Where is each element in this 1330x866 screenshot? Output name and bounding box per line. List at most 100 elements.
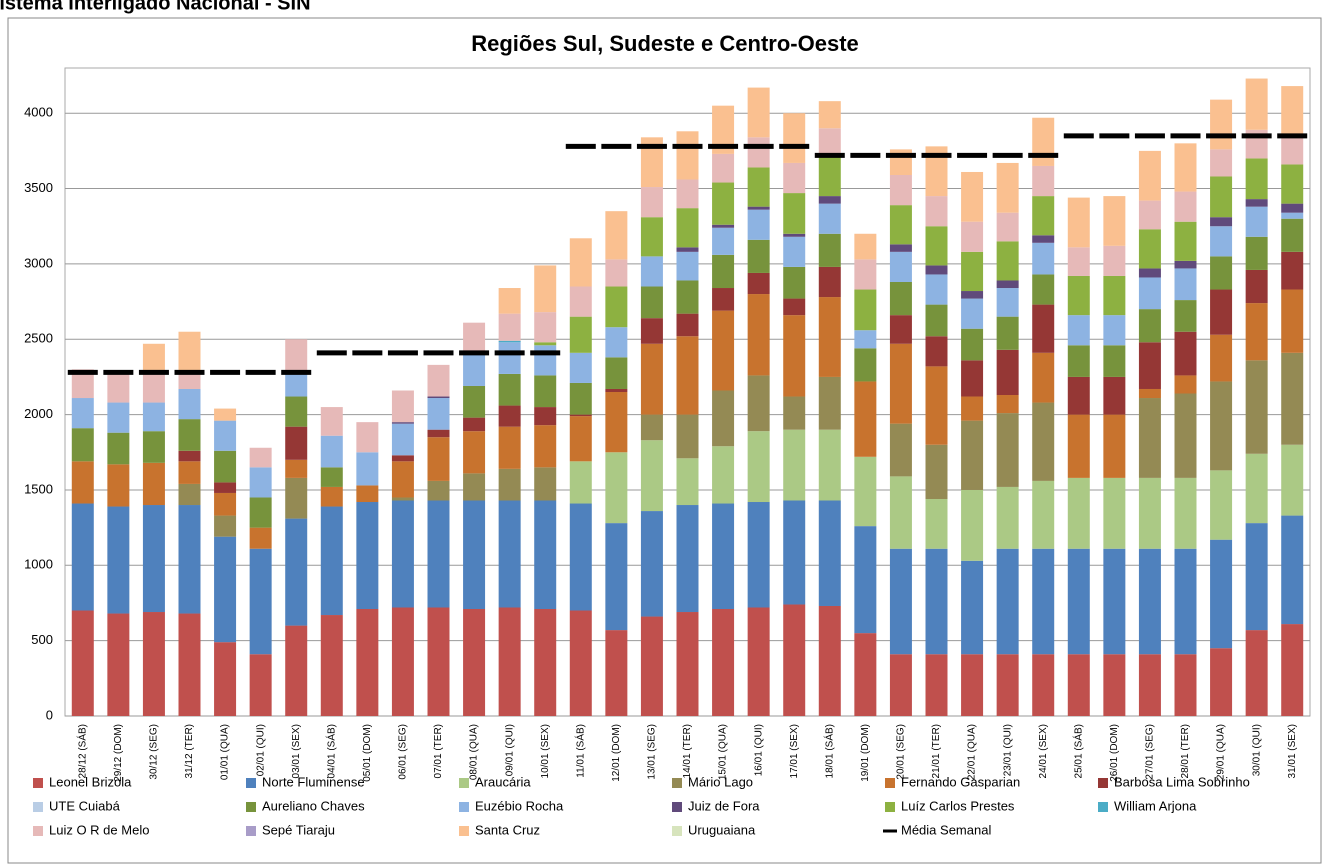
bar-segment xyxy=(71,369,94,399)
legend-label: Luíz Carlos Prestes xyxy=(901,798,1015,813)
bar-segment xyxy=(961,251,984,292)
bar-segment xyxy=(1281,515,1304,625)
bar-segment xyxy=(1281,134,1304,165)
bar-segment xyxy=(676,208,699,248)
bar-segment xyxy=(1210,176,1233,218)
bar-segment xyxy=(463,322,486,353)
bar-segment xyxy=(640,414,663,441)
bar-segment xyxy=(142,372,165,403)
legend-label: Fernando Gasparian xyxy=(901,774,1020,789)
bar-segment xyxy=(320,615,343,716)
bar-segment xyxy=(783,193,806,234)
bar-segment xyxy=(889,174,912,206)
bar-segment xyxy=(747,209,770,240)
bar-segment xyxy=(1210,217,1233,227)
bar-segment xyxy=(676,414,699,459)
bar-segment xyxy=(961,360,984,397)
x-tick-label: 11/01 (SÁB) xyxy=(573,724,586,778)
bar-segment xyxy=(1138,398,1161,478)
bar-segment xyxy=(1281,86,1304,135)
bar-segment xyxy=(996,349,1019,396)
bar-segment xyxy=(818,297,841,377)
bar-segment xyxy=(996,280,1019,289)
bar-segment xyxy=(712,288,735,311)
bar-segment xyxy=(1138,477,1161,549)
bar-segment xyxy=(463,352,486,386)
x-tick-label: 19/01 (DOM) xyxy=(860,724,871,782)
legend-marker xyxy=(246,778,256,788)
bar-segment xyxy=(854,259,877,290)
bar-segment xyxy=(1067,477,1090,549)
bar-segment xyxy=(391,423,414,456)
bar-segment xyxy=(889,654,912,716)
bar-segment xyxy=(285,477,308,519)
bar-segment xyxy=(996,654,1019,716)
bar-segment xyxy=(391,455,414,462)
bar-segment xyxy=(1032,165,1055,197)
bar-segment xyxy=(996,241,1019,281)
x-tick-label: 04/01 (SÁB) xyxy=(324,724,337,778)
bar-segment xyxy=(71,461,94,504)
legend-marker xyxy=(1098,802,1108,812)
bar-segment xyxy=(747,239,770,273)
x-tick-label: 25/01 (SÁB) xyxy=(1071,724,1084,778)
bar-segment xyxy=(640,256,663,287)
bar-segment xyxy=(498,340,521,343)
bar-segment xyxy=(391,422,414,424)
bar-segment xyxy=(1032,480,1055,549)
bar-segment xyxy=(107,506,130,614)
bar-segment xyxy=(783,233,806,237)
bar-segment xyxy=(1103,275,1126,316)
bar-segment xyxy=(249,447,272,468)
bar-segment xyxy=(1067,654,1090,716)
bar-segment xyxy=(783,298,806,316)
bar-segment xyxy=(712,182,735,225)
bar-segment xyxy=(534,467,557,501)
bar-segment xyxy=(1210,226,1233,257)
bar-segment xyxy=(747,375,770,432)
bar-segment xyxy=(1174,548,1197,655)
bar-segment xyxy=(783,162,806,194)
bar-segment xyxy=(569,610,592,716)
bar-segment xyxy=(1210,539,1233,649)
bar-segment xyxy=(142,343,165,373)
bar-segment xyxy=(1067,315,1090,346)
bar-segment xyxy=(783,429,806,501)
bar-segment xyxy=(1067,376,1090,415)
bar-segment xyxy=(1032,274,1055,305)
bar-segment xyxy=(996,413,1019,487)
legend-marker xyxy=(33,778,43,788)
bar-segment xyxy=(1281,218,1304,252)
legend-label: Aureliano Chaves xyxy=(262,798,365,813)
bar-segment xyxy=(818,196,841,204)
bar-segment xyxy=(818,429,841,501)
bar-segment xyxy=(605,388,628,392)
bar-segment xyxy=(214,515,237,537)
bar-segment xyxy=(889,205,912,245)
bar-segment xyxy=(712,105,735,154)
bar-segment xyxy=(961,328,984,361)
bar-segment xyxy=(1210,149,1233,177)
legend-marker xyxy=(33,826,43,836)
legend-marker xyxy=(459,778,469,788)
legend-label: Euzébio Rocha xyxy=(475,798,564,813)
bar-segment xyxy=(320,486,343,507)
bar-segment xyxy=(889,315,912,344)
bar-segment xyxy=(1103,477,1126,549)
y-tick-label: 2500 xyxy=(24,331,53,346)
bar-segment xyxy=(925,444,948,499)
bar-segment xyxy=(676,280,699,314)
x-tick-label: 30/01 (QUI) xyxy=(1251,724,1262,776)
bar-segment xyxy=(285,426,308,460)
bar-segment xyxy=(1210,334,1233,382)
bar-segment xyxy=(391,390,414,423)
bar-segment xyxy=(427,396,450,399)
bar-segment xyxy=(747,206,770,210)
bar-segment xyxy=(996,212,1019,242)
bar-segment xyxy=(961,221,984,252)
bar-segment xyxy=(712,227,735,255)
bar-segment xyxy=(1138,342,1161,389)
bar-segment xyxy=(676,131,699,180)
legend-marker xyxy=(672,778,682,788)
x-tick-label: 08/01 (QUA) xyxy=(469,724,480,780)
